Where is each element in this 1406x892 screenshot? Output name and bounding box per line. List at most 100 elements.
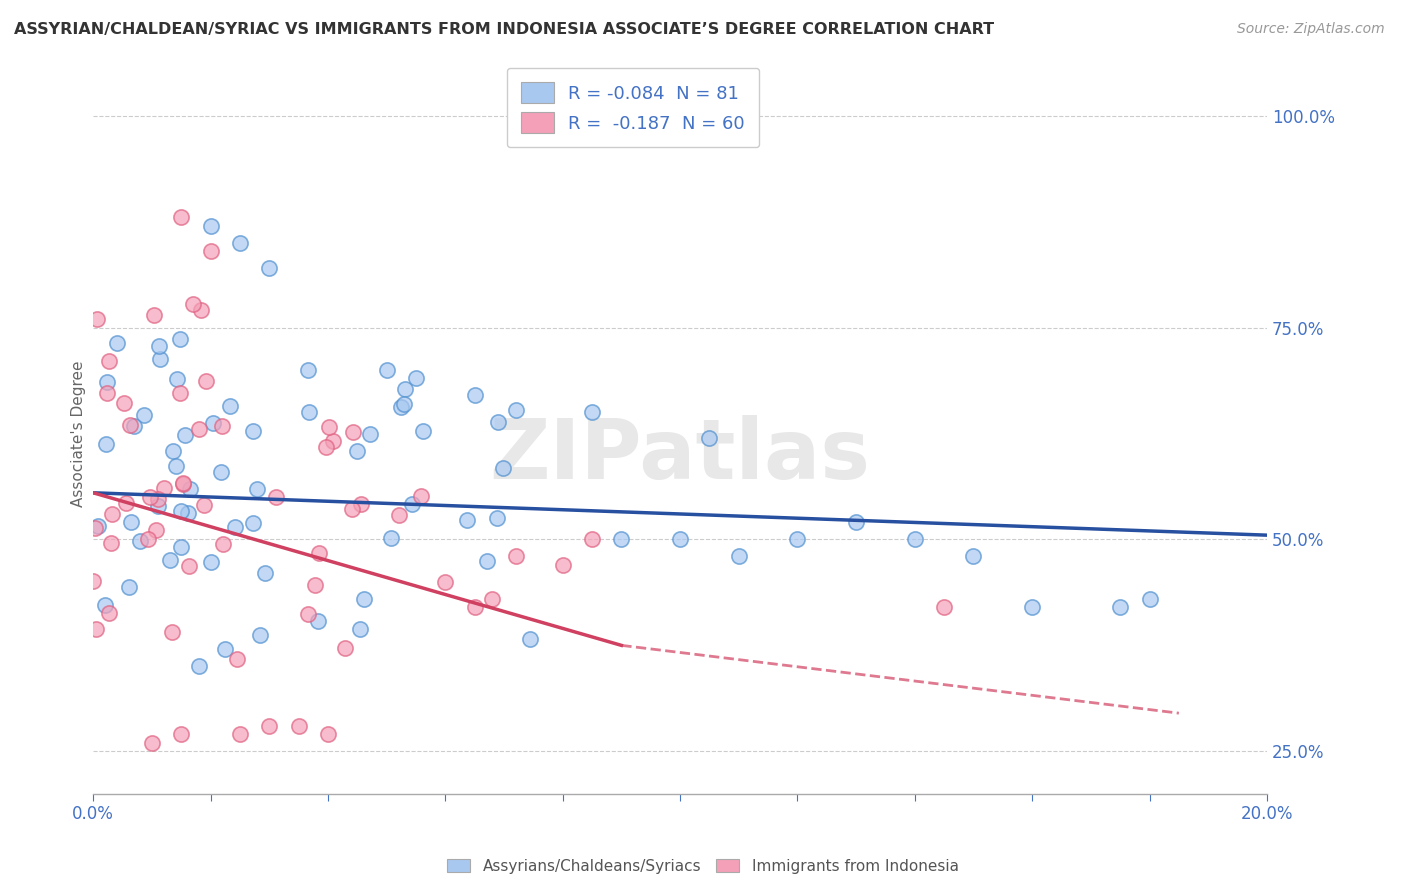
Point	[699, 431, 721, 445]
Point	[172, 477, 194, 491]
Point	[84, 622, 107, 636]
Point	[112, 396, 135, 410]
Point	[149, 352, 172, 367]
Point	[505, 403, 527, 417]
Point	[464, 600, 486, 615]
Point	[82, 574, 104, 588]
Text: ZIPatlas: ZIPatlas	[489, 415, 870, 496]
Point	[211, 419, 233, 434]
Point	[177, 559, 200, 574]
Point	[86, 519, 108, 533]
Legend: Assyrians/Chaldeans/Syriacs, Immigrants from Indonesia: Assyrians/Chaldeans/Syriacs, Immigrants …	[441, 853, 965, 880]
Point	[229, 235, 252, 250]
Point	[581, 533, 603, 547]
Point	[172, 476, 194, 491]
Point	[118, 580, 141, 594]
Point	[257, 719, 280, 733]
Point	[1021, 600, 1043, 615]
Point	[249, 628, 271, 642]
Point	[201, 416, 224, 430]
Point	[669, 533, 692, 547]
Point	[904, 533, 927, 547]
Point	[214, 641, 236, 656]
Point	[551, 558, 574, 572]
Point	[122, 419, 145, 434]
Point	[456, 513, 478, 527]
Point	[129, 533, 152, 548]
Point	[162, 444, 184, 458]
Point	[394, 397, 416, 411]
Point	[353, 591, 375, 606]
Point	[170, 211, 193, 225]
Point	[139, 491, 162, 505]
Point	[141, 736, 163, 750]
Point	[297, 607, 319, 621]
Point	[219, 399, 242, 413]
Point	[165, 458, 187, 473]
Point	[174, 428, 197, 442]
Point	[316, 727, 339, 741]
Point	[727, 549, 749, 564]
Point	[177, 506, 200, 520]
Point	[153, 481, 176, 495]
Point	[181, 296, 204, 310]
Point	[138, 533, 160, 547]
Point	[96, 376, 118, 390]
Point	[298, 404, 321, 418]
Point	[229, 727, 252, 741]
Point	[146, 500, 169, 514]
Point	[412, 424, 434, 438]
Point	[375, 363, 398, 377]
Y-axis label: Associate's Degree: Associate's Degree	[72, 360, 86, 507]
Point	[170, 540, 193, 554]
Point	[505, 549, 527, 564]
Point	[492, 461, 515, 475]
Point	[145, 523, 167, 537]
Point	[394, 382, 416, 396]
Point	[226, 651, 249, 665]
Point	[200, 555, 222, 569]
Point	[388, 508, 411, 523]
Point	[380, 531, 402, 545]
Point	[190, 302, 212, 317]
Point	[98, 606, 121, 620]
Point	[786, 533, 808, 547]
Point	[359, 427, 381, 442]
Point	[401, 497, 423, 511]
Point	[389, 400, 412, 414]
Point	[98, 354, 121, 368]
Point	[115, 496, 138, 510]
Point	[409, 489, 432, 503]
Point	[194, 374, 217, 388]
Point	[962, 549, 984, 564]
Point	[100, 536, 122, 550]
Point	[169, 332, 191, 346]
Point	[86, 312, 108, 326]
Point	[405, 371, 427, 385]
Point	[350, 498, 373, 512]
Point	[94, 599, 117, 613]
Point	[242, 516, 264, 531]
Point	[485, 511, 508, 525]
Point	[159, 553, 181, 567]
Point	[242, 424, 264, 438]
Point	[143, 308, 166, 322]
Point	[118, 418, 141, 433]
Point	[105, 335, 128, 350]
Point	[170, 504, 193, 518]
Point	[146, 491, 169, 506]
Point	[170, 727, 193, 741]
Text: ASSYRIAN/CHALDEAN/SYRIAC VS IMMIGRANTS FROM INDONESIA ASSOCIATE’S DEGREE CORRELA: ASSYRIAN/CHALDEAN/SYRIAC VS IMMIGRANTS F…	[14, 22, 994, 37]
Point	[83, 521, 105, 535]
Point	[346, 444, 368, 458]
Point	[101, 508, 124, 522]
Text: Source: ZipAtlas.com: Source: ZipAtlas.com	[1237, 22, 1385, 37]
Point	[179, 482, 201, 496]
Point	[246, 482, 269, 496]
Point	[340, 502, 363, 516]
Point	[187, 659, 209, 673]
Point	[1109, 600, 1132, 615]
Point	[845, 516, 868, 530]
Point	[160, 624, 183, 639]
Point	[434, 574, 457, 589]
